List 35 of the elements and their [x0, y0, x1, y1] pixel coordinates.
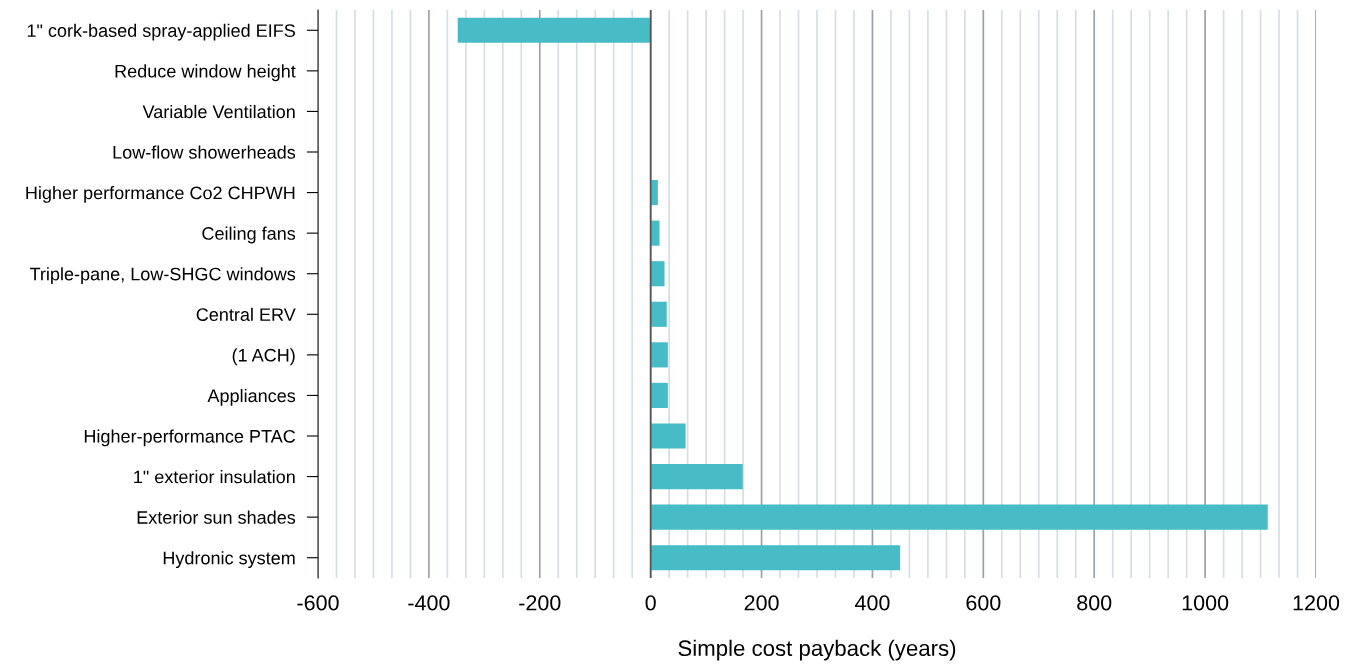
y-tick-label: Ceiling fans	[202, 226, 296, 244]
y-tick-label: Central ERV	[196, 307, 296, 322]
y-tick-label: (1 ACH)	[232, 348, 295, 366]
y-tick-label: Hydronic system	[163, 551, 295, 568]
x-tick-label: -400	[408, 595, 450, 611]
y-tick-label: 1" cork-based spray-applied EIFS	[27, 23, 295, 41]
x-axis-title: Simple cost payback (years)	[678, 639, 956, 661]
bar	[650, 261, 665, 287]
y-tick-label: Higher-performance PTAC	[84, 429, 296, 447]
y-tick-label: Appliances	[207, 388, 296, 406]
y-tick-label: Low-flow showerheads	[113, 145, 296, 159]
bar	[650, 463, 743, 490]
x-tick-label: 200	[744, 595, 779, 611]
bar	[650, 220, 660, 246]
bar	[650, 504, 1268, 530]
x-tick-label: 1000	[1182, 595, 1229, 611]
y-tick-label: Triple-pane, Low-SHGC windows	[29, 267, 296, 284]
bar	[650, 423, 686, 449]
x-tick-label: 600	[966, 595, 1001, 611]
x-tick-label: 800	[1077, 595, 1112, 611]
x-tick-label: 1200	[1293, 595, 1340, 611]
bar	[650, 382, 668, 409]
x-tick-label: -600	[297, 595, 339, 611]
x-tick-label: 0	[645, 595, 656, 611]
y-tick-label: Reduce window height	[115, 64, 296, 82]
bar	[650, 301, 667, 327]
bar	[457, 17, 651, 43]
y-tick-label: Exterior sun shades	[137, 510, 296, 524]
y-tick-label: Higher performance Co2 CHPWH	[26, 186, 295, 203]
bar	[650, 545, 901, 571]
y-tick-label: 1" exterior insulation	[134, 470, 295, 484]
x-tick-label: 400	[854, 595, 890, 611]
x-tick-label: -200	[519, 595, 561, 611]
bar	[650, 342, 668, 368]
y-tick-label: Variable Ventilation	[142, 104, 295, 119]
